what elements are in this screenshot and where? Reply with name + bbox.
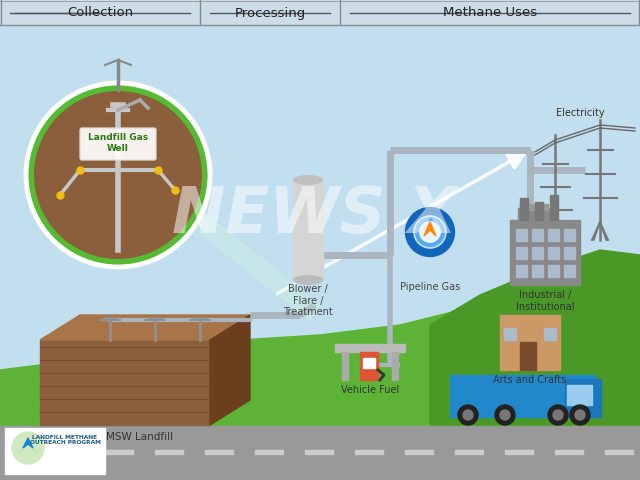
Polygon shape [430,250,640,425]
Bar [155,450,183,454]
Bar [544,328,556,340]
Text: Vehicle Fuel: Vehicle Fuel [341,385,399,395]
Bar [305,450,333,454]
Text: NEWS X: NEWS X [172,184,458,246]
Circle shape [458,405,478,425]
Ellipse shape [417,219,443,245]
Polygon shape [165,190,320,320]
Circle shape [495,405,515,425]
Text: Landfill Gas
Well: Landfill Gas Well [88,133,148,153]
Text: Arts and Crafts: Arts and Crafts [493,375,566,385]
Bar [564,247,575,259]
Bar [363,358,375,368]
Bar [548,265,559,277]
Polygon shape [23,438,33,448]
Text: MSW Landfill: MSW Landfill [106,432,173,442]
Text: Pipeline Gas: Pipeline Gas [400,282,460,292]
Bar [550,195,558,220]
Bar [335,344,405,352]
Bar [355,450,383,454]
Bar [564,265,575,277]
Polygon shape [40,315,250,340]
Circle shape [570,405,590,425]
Bar [405,450,433,454]
Text: Processing: Processing [234,7,306,20]
Bar [510,220,580,285]
Bar [450,375,595,417]
Text: Industrial /
Institutional: Industrial / Institutional [516,290,574,312]
Bar [548,229,559,241]
Bar [520,204,548,210]
Bar [555,450,583,454]
Text: Collection: Collection [67,7,133,20]
Bar [532,229,543,241]
Bar [342,352,348,380]
Bar [520,198,528,220]
Ellipse shape [293,175,323,185]
Bar [518,208,550,232]
Circle shape [500,410,510,420]
Polygon shape [40,340,210,425]
Polygon shape [210,315,250,425]
Circle shape [575,410,585,420]
Bar [293,180,323,280]
Text: Electricity: Electricity [556,108,604,118]
Bar [255,450,283,454]
Circle shape [548,405,568,425]
Bar [455,450,483,454]
Text: Blower /
Flare /
Treatment: Blower / Flare / Treatment [283,284,333,317]
Bar [567,385,592,405]
Bar [504,328,516,340]
Circle shape [553,410,563,420]
FancyArrowPatch shape [277,153,524,294]
Bar [520,342,536,370]
Bar [564,229,575,241]
Bar [205,450,233,454]
Bar [605,450,633,454]
Ellipse shape [34,91,202,259]
Bar [5,450,33,454]
Bar [516,247,527,259]
Bar [535,202,543,220]
Text: Methane Uses: Methane Uses [443,7,537,20]
Bar [548,247,559,259]
Ellipse shape [26,83,210,267]
Circle shape [12,432,44,464]
Bar [532,265,543,277]
Bar [532,247,543,259]
Polygon shape [424,222,436,236]
Bar [55,450,83,454]
Polygon shape [0,280,640,425]
Bar [0,425,640,480]
Bar [0,0,640,25]
Circle shape [463,410,473,420]
Text: LANDFILL METHANE
OUTREACH PROGRAM: LANDFILL METHANE OUTREACH PROGRAM [29,434,100,445]
Bar [565,379,601,417]
Bar [360,352,378,380]
Bar [392,352,398,380]
Bar [516,229,527,241]
Ellipse shape [293,275,323,285]
Bar [105,450,133,454]
Bar [5,428,105,474]
Bar [505,450,533,454]
Bar [516,265,527,277]
Bar [500,315,560,370]
FancyBboxPatch shape [80,128,156,160]
